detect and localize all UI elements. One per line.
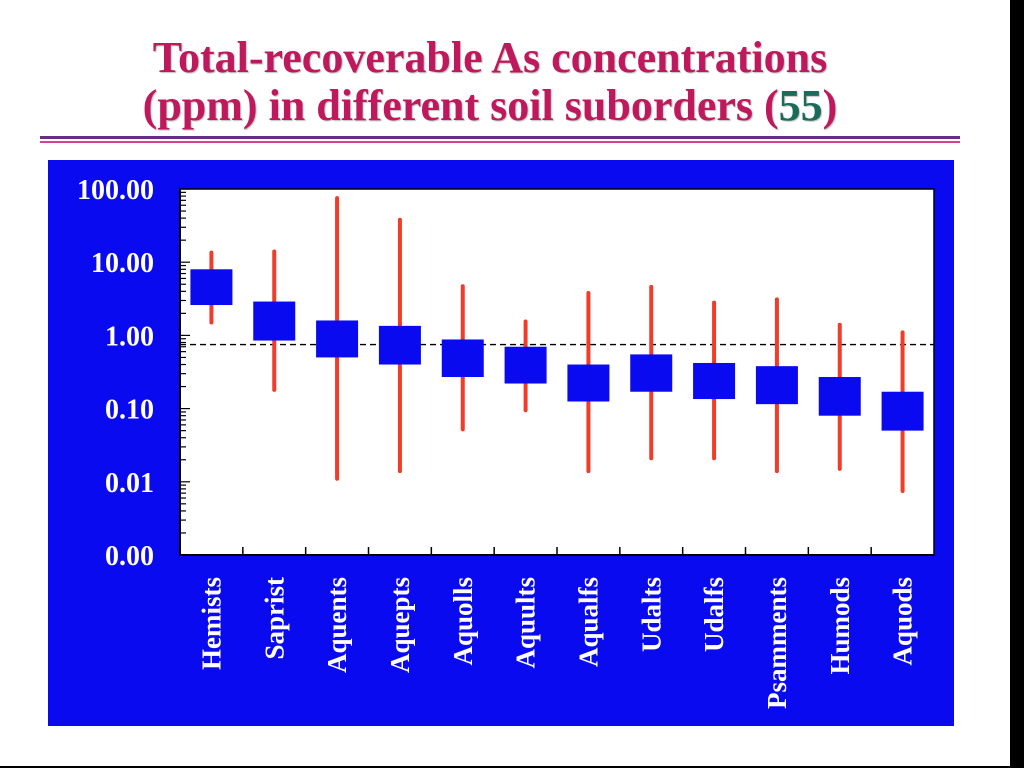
- x-category-label: Aquods: [888, 577, 918, 666]
- x-category-label: Aquepts: [385, 577, 415, 673]
- x-category-label: Aqualfs: [573, 577, 603, 667]
- x-category-label: Humods: [825, 577, 855, 675]
- range-box: [693, 362, 736, 400]
- y-tick-label: 0.00: [105, 541, 154, 572]
- y-tick-label: 100.00: [77, 175, 154, 206]
- range-box: [253, 301, 296, 341]
- range-box: [881, 391, 924, 431]
- range-box: [316, 320, 359, 358]
- chart-panel: 0.00 0.01 0.10 1.00 10.00 100.00 Hemists Sapris…: [48, 160, 954, 726]
- x-category-label: Udalfs: [699, 577, 729, 652]
- x-category-label: Aquults: [511, 577, 541, 669]
- x-category-label: Hemists: [196, 577, 226, 670]
- range-box: [818, 377, 861, 416]
- range-box: [567, 364, 610, 402]
- title-sample-count: 55: [778, 81, 823, 130]
- x-category-label: Aquolls: [448, 577, 478, 666]
- x-category-label: Aquents: [322, 577, 352, 673]
- y-tick-label: 0.10: [105, 395, 154, 426]
- range-box: [441, 339, 484, 378]
- plot-area: [179, 188, 935, 556]
- y-tick-label: 0.01: [105, 468, 154, 499]
- range-box: [755, 366, 798, 405]
- y-tick-label: 1.00: [105, 321, 154, 352]
- range-chart: 0.00 0.01 0.10 1.00 10.00 100.00 Hemists Sapris…: [77, 175, 935, 709]
- title-underline-pink: [40, 141, 960, 143]
- title-line-2: (ppm) in different soil suborders (55): [40, 82, 940, 130]
- right-window-edge: [1010, 0, 1024, 768]
- title-line-1: Total-recoverable As concentrations: [152, 33, 828, 82]
- title-underline-purple: [40, 136, 960, 139]
- slide-title: Total-recoverable As concentrations (ppm…: [40, 34, 940, 130]
- title-line-2-prefix: (ppm) in different soil suborders (: [142, 81, 779, 130]
- x-category-label: Psamments: [762, 577, 792, 709]
- y-tick-label: 10.00: [91, 248, 154, 279]
- range-box: [378, 325, 421, 365]
- x-category-label: Saprist: [259, 577, 289, 660]
- bottom-window-edge: [0, 766, 1024, 768]
- range-box: [630, 354, 673, 392]
- title-line-2-suffix: ): [822, 81, 838, 130]
- range-box: [190, 269, 233, 306]
- x-category-label: Udalts: [636, 577, 666, 652]
- range-box: [504, 346, 547, 384]
